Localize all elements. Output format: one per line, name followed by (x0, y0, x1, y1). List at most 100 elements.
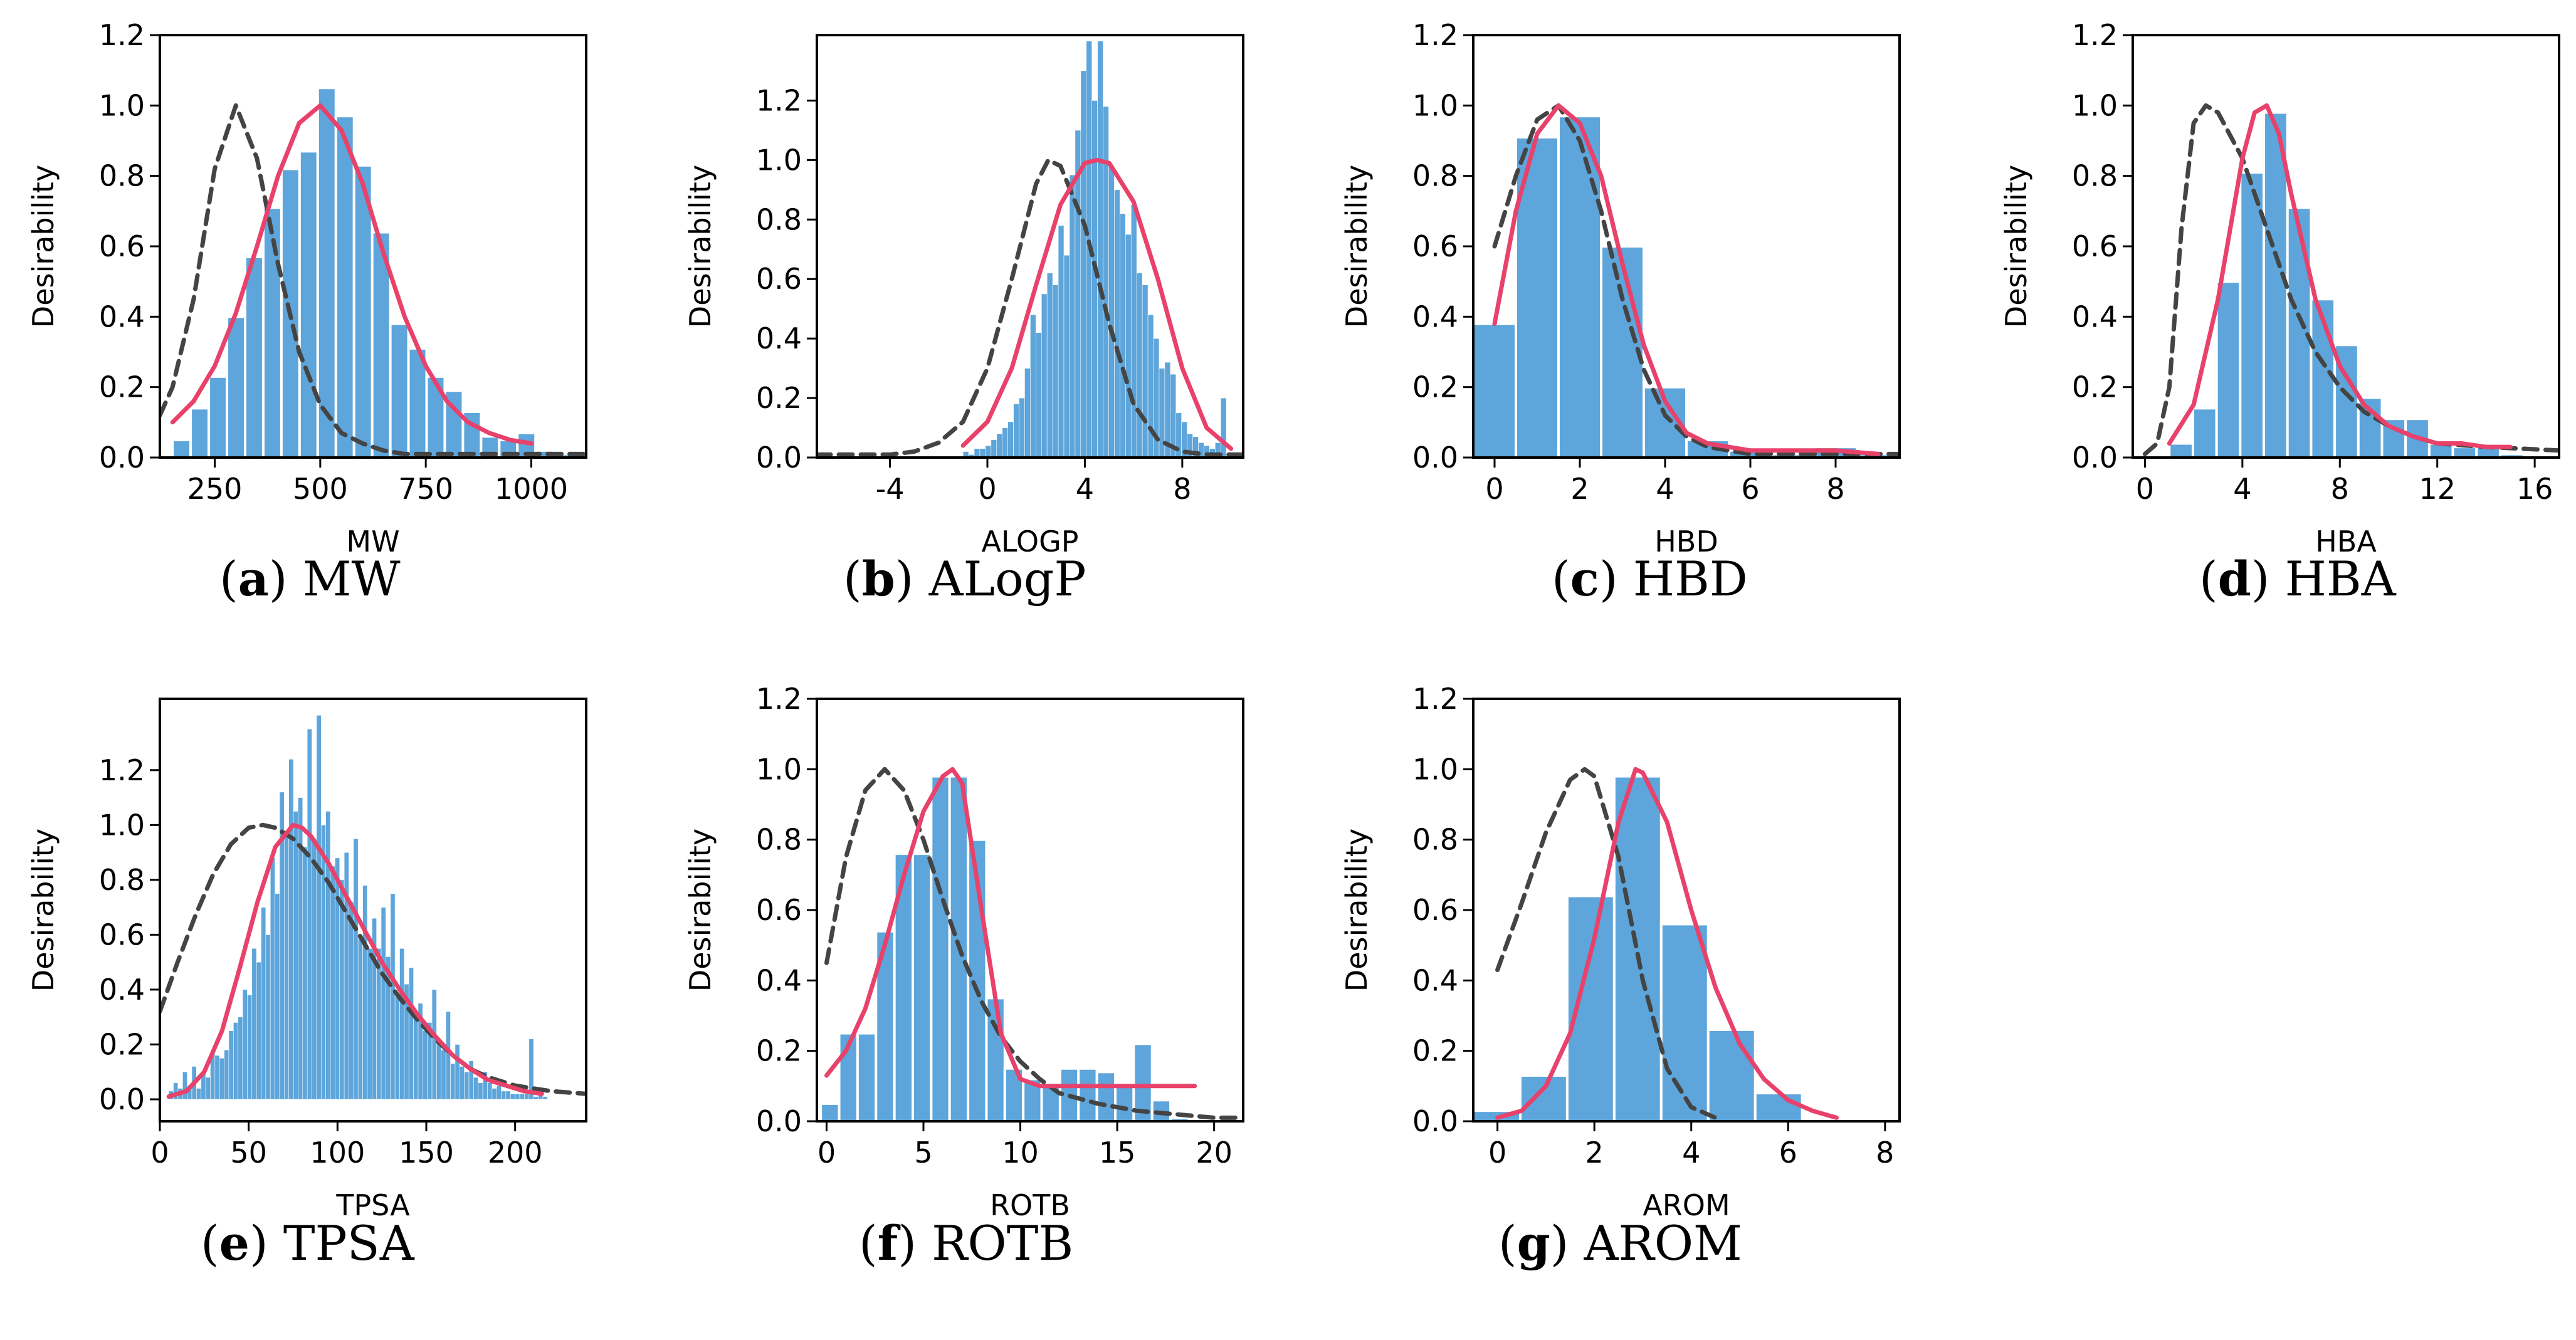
x-tick-label: 500 (293, 472, 348, 506)
histogram-bar (948, 775, 970, 1121)
y-tick-label: 0.6 (99, 229, 145, 263)
fit-curve (1495, 767, 1839, 1120)
y-tick-label: 0.4 (756, 963, 802, 997)
caption-letter: f (877, 1215, 898, 1271)
x-tick-label: 200 (488, 1136, 543, 1170)
x-tick-label: 20 (1196, 1136, 1233, 1170)
histogram-bar (2239, 171, 2266, 458)
histogram-bar (1612, 775, 1663, 1121)
y-tick-label: 1.2 (99, 753, 145, 787)
x-tick-label: 0 (817, 1136, 836, 1170)
caption-letter: g (1517, 1215, 1550, 1271)
x-tick-label: 100 (310, 1136, 365, 1170)
y-tick-label: 0.8 (99, 863, 145, 897)
fit-curve (2167, 103, 2513, 449)
y-tick-label: 1.0 (756, 143, 802, 177)
histogram-bar (1753, 1092, 1804, 1121)
fit-curve (824, 767, 1197, 1089)
x-tick-label: 10 (1002, 1136, 1039, 1170)
reference-curve (817, 157, 1243, 457)
x-tick-label: -4 (876, 472, 905, 506)
caption-letter: b (861, 551, 895, 607)
axes-frame (159, 698, 587, 1123)
reference-curve (824, 767, 1243, 1120)
y-tick-label: 1.2 (756, 682, 802, 716)
x-tick-label: 8 (2331, 472, 2349, 506)
fit-curve (170, 103, 534, 446)
plot-area (160, 714, 586, 1100)
axes-frame (816, 34, 1244, 459)
histogram-bar (2498, 453, 2525, 458)
x-tick-label: 50 (230, 1136, 267, 1170)
y-tick-label: 0.8 (99, 159, 145, 193)
y-tick-label: 1.2 (756, 83, 802, 117)
x-axis-label: ALOGP (981, 525, 1078, 558)
caption-text: TPSA (283, 1215, 414, 1271)
histogram-bar (389, 322, 410, 458)
x-tick-label: 750 (398, 472, 453, 506)
y-axis-label: Desirability (1340, 829, 1374, 992)
caption-text: AROM (1584, 1215, 1742, 1271)
histogram-bar (1132, 1042, 1154, 1121)
x-tick-label: 12 (2419, 472, 2456, 506)
histogram-bar (371, 231, 392, 458)
y-tick-label: 1.2 (1412, 18, 1458, 52)
fit-curve (960, 157, 1234, 451)
x-tick-label: 150 (399, 1136, 454, 1170)
y-tick-label: 1.0 (756, 752, 802, 786)
caption-text: MW (302, 551, 401, 607)
reference-curve (1495, 767, 1718, 1120)
y-tick-label: 0.8 (1412, 159, 1458, 193)
x-tick-label: 0 (1488, 1136, 1506, 1170)
y-axis-label: Desirability (683, 165, 717, 328)
x-tick-label: 8 (1173, 472, 1191, 506)
y-tick-label: 0.0 (756, 441, 802, 474)
y-tick-label: 0.2 (1412, 370, 1458, 404)
histogram-bar (542, 1096, 548, 1100)
x-tick-label: 15 (1099, 1136, 1136, 1170)
y-tick-label: 0.0 (99, 441, 145, 474)
x-tick-label: 6 (1741, 472, 1759, 506)
caption-letter: a (238, 551, 269, 607)
y-tick-label: 0.6 (756, 893, 802, 927)
y-tick-label: 0.4 (756, 322, 802, 355)
plot-area (817, 41, 1243, 458)
x-axis-label: MW (346, 525, 399, 558)
x-tick-label: 16 (2516, 472, 2553, 506)
reference-curve (160, 103, 586, 456)
x-tick-label: 6 (1779, 1136, 1797, 1170)
x-tick-label: 0 (2136, 472, 2154, 506)
y-tick-label: 0.2 (99, 370, 145, 404)
y-tick-label: 0.0 (1412, 441, 1458, 474)
x-tick-label: 8 (1876, 1136, 1894, 1170)
y-tick-label: 0.2 (756, 381, 802, 415)
x-tick-label: 4 (2233, 472, 2251, 506)
histogram-bar (171, 438, 192, 458)
y-tick-label: 0.4 (99, 300, 145, 333)
caption-text: HBA (2284, 551, 2396, 607)
x-tick-label: 0 (1485, 472, 1503, 506)
x-tick-label: 4 (1656, 472, 1674, 506)
subfigure-caption: (d) HBA (2199, 551, 2396, 607)
caption-text: ALogP (928, 551, 1086, 607)
x-axis-label: ROTB (990, 1188, 1070, 1222)
x-tick-label: 4 (1682, 1136, 1700, 1170)
y-tick-label: 0.6 (1412, 893, 1458, 927)
caption-text: ROTB (932, 1215, 1074, 1271)
histogram-bar (2263, 111, 2289, 458)
histogram-bar (1659, 923, 1710, 1121)
y-tick-label: 0.6 (99, 918, 145, 951)
y-tick-label: 0.4 (99, 973, 145, 1007)
x-axis-label: AROM (1643, 1188, 1730, 1222)
subfigure-caption: (g) AROM (1498, 1215, 1742, 1271)
x-tick-label: 250 (187, 472, 243, 506)
y-tick-label: 1.2 (1412, 682, 1458, 716)
x-axis-label: HBD (1654, 525, 1718, 558)
x-tick-label: 1000 (495, 472, 568, 506)
histogram-bar (189, 407, 211, 458)
subfigure-caption: (a) MW (219, 551, 401, 607)
y-axis-label: Desirability (26, 829, 60, 992)
